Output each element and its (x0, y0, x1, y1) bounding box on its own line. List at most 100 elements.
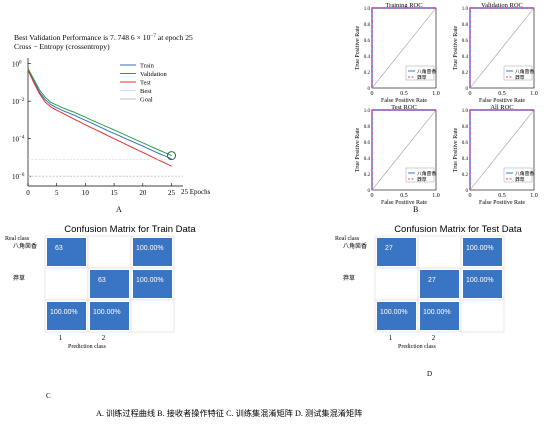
cm-grid-cell (460, 299, 505, 333)
cm-title: Confusion Matrix for Train Data (64, 224, 196, 235)
roc-x-tick-label: 1.0 (432, 193, 440, 199)
roc-y-label: True Positive Rate (453, 25, 459, 70)
roc-subplot-title: All ROC (490, 104, 513, 111)
cm-count-label: 63 (55, 245, 63, 252)
roc-y-tick-label: 0.2 (462, 71, 469, 76)
panel-a-legend-label: Best (140, 88, 152, 95)
roc-x-tick-label: 0 (371, 193, 374, 199)
panel-a-training-curve: Best Validation Performance is 7. 748 6 … (12, 33, 211, 214)
cm-row-rate-label: 100.00% (136, 245, 164, 252)
panel-a-x-tick-label: 25 (168, 189, 176, 197)
cm-y-label: Real class (335, 236, 360, 242)
panel-a-series-train (27, 69, 172, 160)
roc-y-tick-label: 0.6 (462, 39, 469, 44)
cm-grid-cell (130, 299, 175, 333)
roc-subplot: Training ROC 0 0.5 1.0 0 0.2 0.4 0.6 0.8 1.0 False… (355, 2, 440, 104)
roc-y-tick-label: 0.6 (364, 39, 371, 44)
roc-y-tick-label: 0.6 (364, 141, 371, 146)
roc-x-tick-label: 0.5 (498, 193, 506, 199)
roc-y-label: True Positive Rate (355, 25, 361, 70)
cm-grid-cell (87, 235, 132, 269)
roc-subplot-title: Training ROC (385, 2, 422, 9)
roc-y-tick-label: 0.4 (364, 157, 371, 162)
roc-y-tick-label: 1.0 (364, 109, 371, 114)
panel-a-x-ticks: 0 5 10 15 20 25 (26, 183, 176, 197)
roc-curve-illicium (371, 7, 436, 88)
cm-col-rate-cell (90, 302, 129, 330)
panel-c-confusion-train: Confusion Matrix for Train Data Real clas… (5, 224, 196, 350)
roc-subplot: Test ROC 0 0.5 1.0 0 0.2 0.4 0.6 0.8 1.0 False Pos… (355, 104, 440, 206)
panel-a-series-validation (27, 68, 172, 157)
panel-a-x-tick-label: 5 (55, 189, 59, 197)
roc-y-label: True Positive Rate (453, 127, 459, 172)
cm-row-rate-cell (463, 238, 502, 266)
cm-grid-cell (44, 267, 89, 301)
cm-row-rate-label: 100.00% (466, 277, 494, 284)
panel-a-x-label: 25 Epochs (181, 188, 211, 196)
roc-legend-label: 莽草 (515, 74, 525, 81)
cm-count-cell (47, 238, 86, 266)
roc-y-tick-label: 0.2 (364, 173, 371, 178)
cm-row-label: 八角茴香 (13, 242, 37, 250)
roc-y-tick-label: 0.8 (462, 23, 469, 28)
panel-label-b: B (413, 205, 418, 214)
panel-a-y-tick-label: 10−2 (12, 98, 25, 106)
roc-x-label: False Positive Rate (479, 200, 525, 206)
roc-x-tick-label: 0.5 (400, 193, 408, 199)
cm-row-label: 八角茴香 (343, 242, 367, 250)
panel-a-y-ticks: 100 10−2 10−4 10−6 (12, 61, 31, 181)
panel-a-legend-label: Train (140, 63, 155, 70)
roc-y-tick-label: 0 (466, 87, 469, 92)
roc-y-tick-label: 1.0 (462, 109, 469, 114)
roc-y-tick-label: 0.2 (364, 71, 371, 76)
roc-y-tick-label: 1.0 (462, 7, 469, 12)
cm-col-label: 2 (102, 334, 106, 342)
panel-a-y-tick-label: 100 (12, 61, 22, 69)
panel-d-confusion-test: Confusion Matrix for Test Data Real class… (335, 224, 523, 350)
roc-x-label: False Positive Rate (479, 98, 525, 104)
panel-a-legend-label: Goal (140, 97, 153, 104)
roc-x-label: False Positive Rate (381, 200, 427, 206)
roc-y-label: True Positive Rate (355, 127, 361, 172)
roc-diagonal (371, 7, 437, 89)
roc-subplot: All ROC 0 0.5 1.0 0 0.2 0.4 0.6 0.8 1.0 False Posi… (453, 104, 538, 206)
cm-grid-cell (374, 267, 419, 301)
roc-y-tick-label: 0 (368, 189, 371, 194)
cm-col-label: 2 (432, 334, 436, 342)
panel-a-legend-label: Test (140, 80, 151, 87)
roc-curve-illicium (371, 109, 436, 190)
roc-x-tick-label: 0 (469, 91, 472, 97)
panel-label-a: A (116, 205, 122, 214)
cm-row-rate-cell (133, 238, 172, 266)
roc-y-tick-label: 0.4 (462, 55, 469, 60)
cm-x-label: Prediction class (68, 344, 106, 350)
panel-b-roc: Training ROC 0 0.5 1.0 0 0.2 0.4 0.6 0.8 1.0 False… (355, 2, 538, 214)
roc-y-tick-label: 0.2 (462, 173, 469, 178)
roc-y-tick-label: 0.8 (364, 125, 371, 130)
cm-count-label: 63 (98, 277, 106, 284)
roc-x-tick-label: 0.5 (498, 91, 506, 97)
cm-row-rate-cell (133, 270, 172, 298)
panel-a-x-tick-label: 0 (26, 189, 30, 197)
cm-row-rate-cell (463, 270, 502, 298)
cm-col-rate-cell (377, 302, 416, 330)
roc-y-tick-label: 0.4 (364, 55, 371, 60)
roc-diagonal (371, 109, 437, 191)
cm-grid-cell (417, 235, 462, 269)
cm-col-rate-label: 100.00% (423, 309, 451, 316)
roc-x-tick-label: 1.0 (530, 91, 538, 97)
panel-a-legend-label: Validation (140, 71, 167, 78)
cm-title: Confusion Matrix for Test Data (394, 224, 522, 235)
roc-x-tick-label: 0 (371, 91, 374, 97)
panel-a-axes (27, 58, 183, 187)
cm-y-label: Real class (5, 236, 30, 242)
cm-count-cell (90, 270, 129, 298)
cm-count-cell (377, 238, 416, 266)
panel-a-x-tick-label: 10 (82, 189, 90, 197)
roc-legend-label: 八角茴香 (515, 68, 534, 75)
roc-subplot-title: Validation ROC (481, 2, 523, 9)
